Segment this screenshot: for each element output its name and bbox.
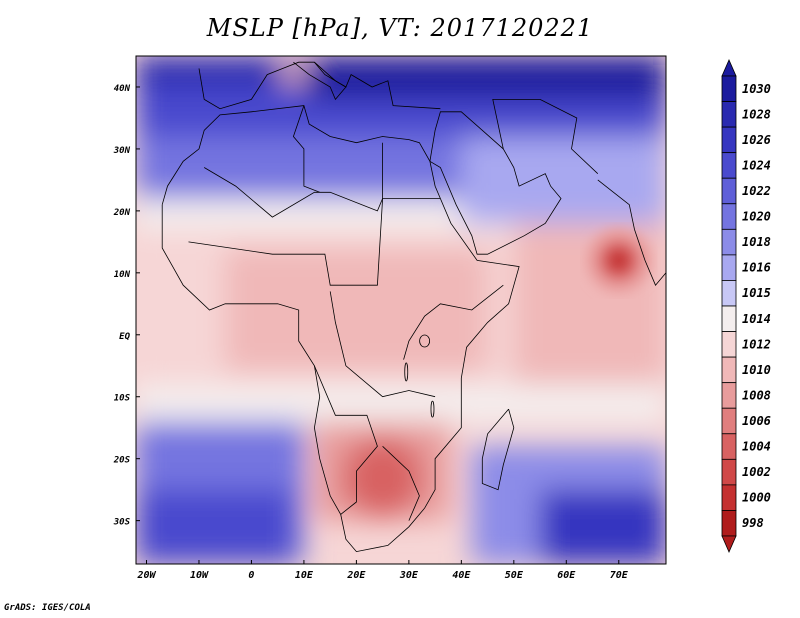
colorbar-label: 1004 [742,440,771,454]
border-line-1 [188,142,384,286]
colorbar-swatch [721,280,737,307]
band-northwest-1028 [136,56,294,87]
lon-tick-label: 50E [505,570,524,581]
thermal-low-1004 [342,437,423,518]
colorbar-swatch [721,407,737,435]
colorbar-swatch [721,510,737,537]
lon-tick-label: 10E [295,570,314,581]
colorbar-label: 1000 [742,491,771,505]
colorbar-label: 1014 [742,312,771,326]
border-line-6 [382,446,420,521]
band-south-1014 [136,384,666,422]
colorbar-swatch [721,484,737,511]
colorbar-label: 998 [742,516,764,530]
border-line-2 [292,105,320,193]
colorbar-swatch [721,305,737,332]
lat-tick-label: 30S [113,518,131,528]
lat-tick-label: 20N [113,208,131,218]
colorbar-swatch [721,152,737,179]
band-southeast-1026 [540,489,666,564]
colorbar-label: 1020 [742,210,771,224]
colorbar-top-arrow [721,59,737,77]
lon-tick-label: 0 [248,570,254,581]
colorbar-label: 1002 [742,465,771,479]
band-continent-1010 [225,248,488,372]
colorbar-label: 1024 [742,158,771,172]
colorbar-swatch [721,228,737,256]
lon-tick-label: 40E [452,570,471,581]
colorbar-swatch [721,331,737,358]
colorbar-label: 1008 [742,388,771,402]
colorbar-label: 1006 [742,414,771,428]
lat-axis: 40N 30N 20N 10N EQ 10S 20S 30S [113,84,140,528]
colorbar-label: 1010 [742,363,771,377]
colorbar-swatch [721,356,737,384]
border-line-7 [492,99,599,174]
lat-tick-label: EQ [119,332,130,342]
coastline-india [597,179,666,286]
colorbar-label: 1026 [742,133,771,147]
colorbar-swatch [721,433,737,460]
coastline-africa [161,105,520,553]
lat-tick-label: 30N [113,146,131,156]
lake-tanganyika [404,362,409,382]
lon-tick-label: 70E [610,570,629,581]
colorbar-swatch [721,126,737,154]
pressure-field [136,56,666,564]
coastline-arabia [429,111,562,255]
lake-malawi [430,400,435,418]
colorbar-label: 1016 [742,261,771,275]
colorbar-label: 1030 [742,82,771,96]
colorbar: 1030 1028 1026 1024 1022 1020 1018 1016 1015 1014… [721,59,771,553]
colorbar-swatch [721,382,737,409]
band-arabia-1016 [461,136,666,224]
lat-tick-label: 10S [114,394,131,404]
cyclone [586,228,651,293]
colorbar-label: 1012 [742,337,771,351]
lon-tick-label: 20E [346,570,366,581]
colorbar-label: 1028 [742,107,771,121]
coastline-madagascar [481,408,515,491]
colorbar-label: 1015 [742,286,771,300]
colorbar-label: 1018 [742,235,771,249]
coastlines [161,61,666,553]
lon-tick-label: 30E [399,570,419,581]
colorbar-swatch [721,177,737,205]
field-bands [136,56,666,564]
italy-low-1010 [279,64,308,85]
colorbar-swatch [721,101,737,128]
colorbar-swatch [721,75,737,102]
colorbar-swatch [721,254,737,281]
border-line-4 [314,365,378,515]
band-southwest-1024 [136,489,294,564]
border-line-5 [403,284,504,360]
lon-tick-label: 10W [190,570,209,581]
map-frame [135,55,667,565]
chart-title: MSLP [hPa], VT: 2017120221 [206,14,594,42]
cyclone-core-1000 [608,250,629,271]
lat-tick-label: 40N [114,84,131,94]
colorbar-swatch [721,203,737,230]
lat-tick-label: 20S [113,456,131,466]
lon-tick-label: 20W [136,570,156,581]
border-line-0 [203,167,441,218]
footer-credit: GrADS: IGES/COLA [4,603,91,613]
colorbar-bottom-arrow [721,535,737,553]
colorbar-swatch [721,458,737,486]
lake-victoria [419,334,431,348]
lon-tick-label: 60E [557,570,576,581]
band-north-1030 [303,56,666,100]
lon-axis: 20W 10W 0 10E 20E 30E 40E 50E 60E 70E [136,560,629,581]
coastline-italy [293,61,347,101]
lat-tick-label: 10N [114,270,131,280]
colorbar-label: 1022 [742,184,771,198]
border-line-3 [329,291,436,398]
